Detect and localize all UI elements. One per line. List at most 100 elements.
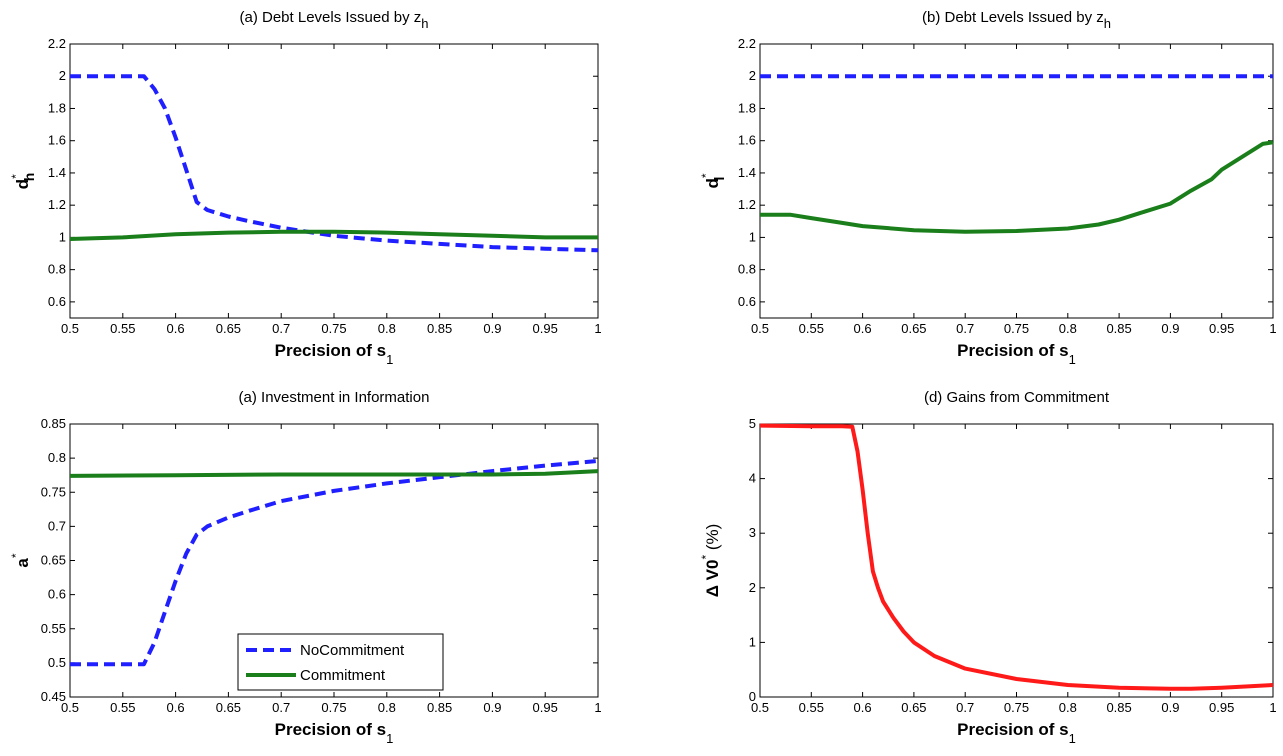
y-axis-label-subscript: h	[21, 173, 37, 182]
chart-title-subscript: h	[421, 16, 428, 31]
y-axis-label: d*h	[9, 173, 37, 190]
x-axis-label-subscript: 1	[386, 731, 393, 746]
y-tick-label: 0.45	[41, 689, 66, 704]
series-line-commitment	[69, 229, 598, 241]
x-tick-label: 0.5	[61, 321, 79, 336]
chart-title: (d) Gains from Commitment	[924, 389, 1110, 406]
x-axis-label: Precision of s1	[275, 341, 394, 367]
x-tick-label: 0.75	[1004, 700, 1029, 715]
x-tick-label: 0.6	[167, 321, 185, 336]
legend: NoCommitment Commitment	[237, 633, 444, 691]
x-tick-label: 0.7	[272, 321, 290, 336]
x-tick-label: 0.55	[799, 700, 824, 715]
y-tick-label: 2.2	[738, 36, 756, 51]
x-tick-label: 0.6	[854, 321, 872, 336]
x-tick-label: 0.95	[533, 321, 558, 336]
y-tick-label: 0.8	[48, 262, 66, 277]
y-axis-label-unit: (%)	[703, 524, 722, 555]
y-tick-label: 0.65	[41, 553, 66, 568]
y-tick-label: 1.2	[48, 197, 66, 212]
x-tick-label: 0.65	[901, 700, 926, 715]
x-tick-label: 0.65	[901, 321, 926, 336]
series-line-commitment	[760, 140, 1274, 234]
y-tick-label: 1.8	[738, 100, 756, 115]
y-tick-label: 4	[749, 471, 756, 486]
series-line-gains	[759, 423, 1274, 691]
y-tick-label: 0.8	[48, 450, 66, 465]
x-tick-label: 0.9	[483, 321, 501, 336]
chart-panel-4: 0.5 0.55 0.6 0.65 0.7 0.75 0.8 0.85 0.9 0.95 1 0 1 2 3…	[699, 389, 1277, 746]
x-tick-label: 0.85	[1106, 700, 1131, 715]
x-tick-label: 0.6	[854, 700, 872, 715]
x-axis-label-text: Precision of s	[957, 341, 1068, 360]
plot-area	[69, 43, 599, 319]
x-tick-label: 0.7	[956, 700, 974, 715]
x-tick-label: 0.7	[272, 700, 290, 715]
y-axis-label: d*l	[699, 173, 727, 188]
x-tick-label: 0.9	[1161, 321, 1179, 336]
y-axis-label: a*	[9, 553, 32, 567]
x-tick-label: 0.65	[216, 321, 241, 336]
x-tick-label: 1	[1269, 700, 1276, 715]
y-axis-label-subscript: l	[711, 177, 727, 181]
y-tick-label: 1.6	[48, 133, 66, 148]
y-tick-label: 0.6	[738, 294, 756, 309]
plot-area	[759, 43, 1274, 319]
x-tick-label: 0.8	[378, 700, 396, 715]
y-tick-label: 0.7	[48, 518, 66, 533]
x-tick-label: 0.75	[321, 700, 346, 715]
x-axis-label: Precision of s1	[275, 720, 394, 746]
chart-panel-1: 0.5 0.55 0.6 0.65 0.7 0.75 0.8 0.85 0.9 0.95 1 0.6 0…	[9, 9, 602, 367]
chart-title: (a) Investment in Information	[239, 389, 430, 406]
x-tick-label: 0.65	[216, 700, 241, 715]
y-tick-label: 0.6	[48, 294, 66, 309]
x-tick-label: 0.85	[427, 321, 452, 336]
x-tick-label: 0.7	[956, 321, 974, 336]
legend-label-commitment: Commitment	[300, 667, 386, 684]
x-axis-label-text: Precision of s	[275, 720, 386, 739]
plot-area	[759, 423, 1274, 698]
x-tick-label: 0.9	[1161, 700, 1179, 715]
chart-title-text: (b) Debt Levels Issued by z	[922, 9, 1104, 26]
y-tick-label: 0.6	[48, 587, 66, 602]
x-tick-label: 0.5	[751, 321, 769, 336]
x-tick-label: 0.9	[483, 700, 501, 715]
x-tick-label: 0.5	[751, 700, 769, 715]
x-tick-label: 1	[1269, 321, 1276, 336]
x-tick-label: 0.8	[378, 321, 396, 336]
y-axis-label-text: d	[13, 179, 32, 189]
x-axis-label-subscript: 1	[1069, 731, 1076, 746]
y-tick-label: 1	[749, 634, 756, 649]
chart-title-text: (a) Debt Levels Issued by z	[240, 9, 422, 26]
y-tick-label: 0.75	[41, 484, 66, 499]
x-tick-label: 0.8	[1059, 321, 1077, 336]
y-axis-label-text: d	[703, 178, 722, 188]
chart-panel-3: 0.5 0.55 0.6 0.65 0.7 0.75 0.8 0.85 0.9 0.95 1 0.45…	[9, 389, 602, 746]
x-tick-label: 0.95	[533, 700, 558, 715]
series-line-nocommitment	[70, 74, 599, 253]
chart-title-text: (d) Gains from Commitment	[924, 389, 1110, 406]
y-tick-label: 2.2	[48, 36, 66, 51]
y-tick-label: 2	[749, 68, 756, 83]
y-axis-label-superscript: *	[699, 555, 713, 560]
y-axis-label-superscript: *	[699, 173, 713, 178]
x-tick-label: 0.55	[110, 700, 135, 715]
x-tick-label: 0.95	[1209, 700, 1234, 715]
y-tick-label: 0.8	[738, 262, 756, 277]
x-axis-label-subscript: 1	[1069, 352, 1076, 367]
y-axis-label-text: a	[13, 558, 32, 568]
x-tick-label: 0.85	[1106, 321, 1131, 336]
chart-title-text: (a) Investment in Information	[239, 389, 430, 406]
y-tick-label: 1.4	[48, 165, 66, 180]
x-tick-label: 0.5	[61, 700, 79, 715]
chart-title: (a) Debt Levels Issued by zh	[240, 9, 429, 31]
chart-title-subscript: h	[1104, 16, 1111, 31]
x-tick-label: 1	[594, 321, 601, 336]
y-tick-label: 0.5	[48, 655, 66, 670]
y-tick-label: 0	[749, 689, 756, 704]
y-tick-label: 1.8	[48, 100, 66, 115]
y-tick-label: 1.2	[738, 197, 756, 212]
y-axis-label-superscript: *	[9, 553, 23, 558]
x-tick-label: 0.55	[799, 321, 824, 336]
